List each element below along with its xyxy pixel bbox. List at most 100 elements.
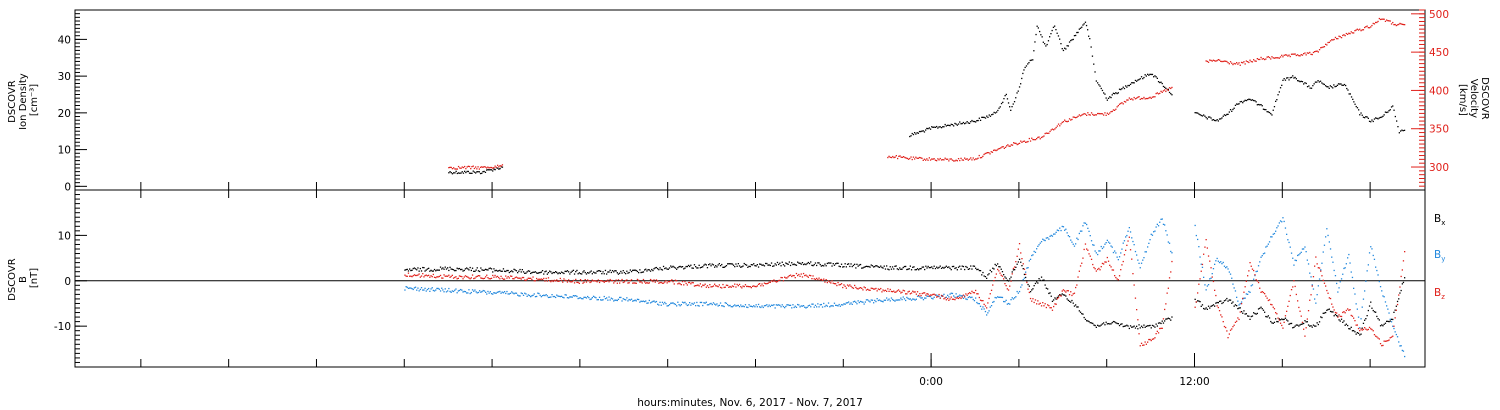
bx-series-point	[1116, 322, 1118, 325]
by-series-point	[1104, 243, 1106, 245]
bz-series-point	[442, 277, 444, 279]
bx-series-point	[852, 264, 855, 267]
velocity-series-point	[1056, 125, 1058, 127]
ion-density-series-point	[962, 121, 965, 124]
bz-series-point	[1340, 315, 1343, 318]
velocity-series-point	[1036, 138, 1038, 140]
bx-series-point	[964, 268, 966, 271]
by-series-point	[759, 306, 761, 308]
ion-density-series-point	[1042, 41, 1044, 43]
ion-density-series-point	[945, 125, 947, 127]
ion-density-series-point	[1055, 29, 1057, 31]
bx-series-point	[517, 272, 519, 274]
ion-density-series-point	[1400, 130, 1402, 132]
bz-series-point	[1037, 300, 1039, 302]
bx-series-point	[1151, 324, 1154, 327]
bz-series-point	[992, 284, 994, 286]
bx-series-point	[1295, 324, 1297, 326]
bx-series-point	[1148, 325, 1150, 327]
bz-series-point	[761, 283, 763, 285]
bx-series-point	[690, 264, 692, 266]
velocity-series-point	[468, 165, 471, 168]
bx-series-point	[1129, 325, 1132, 327]
bx-series-point	[1216, 301, 1218, 304]
ion-density-series-point	[968, 122, 971, 124]
ion-density-series-point	[953, 125, 955, 127]
by-series-point	[818, 306, 820, 308]
velocity-series-point	[1255, 60, 1257, 62]
ion-density-series-point	[960, 123, 962, 125]
bx-series-point	[914, 269, 916, 271]
bx-series-point	[485, 268, 487, 270]
ion-density-series-point	[1352, 98, 1354, 100]
by-series-point	[455, 288, 457, 290]
bx-series-point	[711, 263, 713, 265]
ion-density-series-point	[1242, 102, 1244, 104]
by-series-point	[1282, 217, 1284, 219]
bz-series-point	[1368, 326, 1371, 329]
bz-series-point	[629, 279, 631, 282]
by-series-point	[419, 288, 421, 291]
ion-density-series-point	[1104, 93, 1106, 95]
bz-series-point	[844, 285, 846, 287]
by-series-point	[755, 304, 757, 306]
bz-series-point	[754, 285, 756, 288]
bx-series-point	[686, 265, 688, 268]
ion-density-series-point	[1005, 93, 1007, 96]
bz-series-point	[1322, 279, 1324, 281]
ion-density-series-point	[1200, 114, 1202, 117]
by-series-point	[469, 292, 471, 295]
bx-series-point	[1156, 325, 1158, 327]
bx-series-point	[955, 267, 957, 269]
ion-density-series-point	[1023, 69, 1025, 71]
bz-series-point	[603, 281, 605, 283]
by-series-point	[1153, 231, 1155, 233]
ion-density-series-point	[1030, 59, 1033, 61]
ion-density-series-point	[490, 169, 493, 171]
bz-series-point	[756, 285, 758, 287]
bx-series-point	[664, 267, 666, 270]
ion-density-series-point	[1116, 92, 1118, 95]
bx-series-point	[722, 266, 724, 268]
bx-series-point	[1165, 318, 1167, 320]
by-series-point	[615, 299, 617, 301]
velocity-series-point	[470, 168, 472, 170]
bz-series-point	[759, 283, 761, 285]
bz-series-point	[547, 277, 550, 279]
velocity-series-point	[1309, 51, 1311, 54]
ion-density-series-point	[1067, 45, 1069, 47]
bx-series-point	[1392, 318, 1394, 321]
velocity-series-point	[1387, 20, 1389, 22]
bx-series-point	[1082, 313, 1084, 315]
bz-series-point	[416, 274, 418, 277]
by-series-point	[592, 295, 595, 297]
by-series-point	[1038, 244, 1040, 246]
bz-series-point	[719, 286, 722, 289]
ion-density-series-point	[1039, 30, 1041, 33]
ion-density-series-point	[922, 130, 924, 132]
velocity-series-point	[1243, 61, 1245, 63]
bx-series-point	[414, 268, 417, 270]
bx-series-point	[1390, 318, 1393, 320]
by-series-point	[711, 303, 713, 306]
ion-density-series-point	[1260, 104, 1262, 106]
velocity-series-point	[1150, 97, 1152, 99]
ion-density-series-point	[933, 126, 935, 128]
bx-series-point	[1251, 315, 1254, 317]
by-series-point	[1292, 257, 1294, 259]
by-series-point	[1109, 242, 1111, 244]
by-series-point	[978, 303, 980, 305]
by-series-point	[1076, 237, 1078, 239]
by-series-point	[673, 303, 675, 305]
bx-series-point	[476, 267, 478, 269]
bz-series-point	[936, 296, 938, 298]
bx-series-point	[1377, 318, 1379, 320]
bz-series-point	[569, 280, 571, 283]
bx-series-point	[705, 264, 707, 266]
bx-series-point	[865, 265, 868, 267]
ion-density-series-point	[1162, 85, 1165, 88]
velocity-series-point	[1355, 29, 1357, 31]
by-series-point	[1147, 246, 1149, 248]
by-series-point	[1112, 251, 1115, 254]
ion-density-series-point	[1220, 118, 1222, 120]
